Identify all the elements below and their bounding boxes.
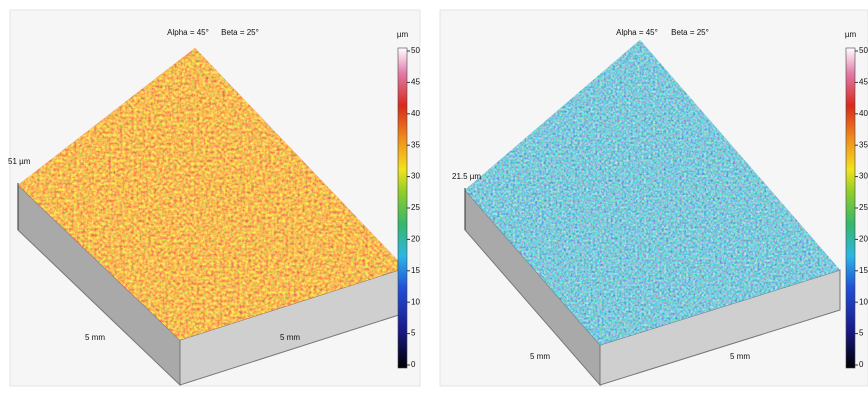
colorbar-tick-label: 20 — [859, 235, 868, 244]
height-label: 21.5 µm — [452, 172, 481, 181]
colorbar-tick-label: 40 — [411, 109, 420, 118]
x-size-label: 5 mm — [85, 333, 105, 342]
colorbar-tick-label: 40 — [859, 109, 868, 118]
y-size-label: 5 mm — [280, 333, 300, 342]
colorbar-tick-label: 45 — [859, 78, 868, 87]
surface-texture — [18, 48, 405, 340]
colorbar-tick-label: 10 — [859, 297, 868, 306]
colorbar-tick-label: 0 — [411, 360, 416, 369]
colorbar-tick-label: 30 — [859, 172, 868, 181]
colorbar-unit: µm — [397, 30, 409, 39]
colorbar — [845, 47, 856, 369]
colorbar-tick-label: 35 — [859, 140, 868, 149]
colorbar-tick-label: 5 — [411, 329, 416, 338]
colorbar-tick-label: 25 — [411, 203, 420, 212]
colorbar-tick-label: 30 — [411, 172, 420, 181]
colorbar-tick-label: 15 — [859, 266, 868, 275]
alpha-label: Alpha = 45° — [167, 28, 209, 37]
y-size-label: 5 mm — [730, 352, 750, 361]
colorbar-tick-label: 45 — [411, 78, 420, 87]
colorbar-tick-label: 5 — [859, 329, 864, 338]
colorbar — [397, 47, 408, 369]
colorbar-tick-label: 10 — [411, 297, 420, 306]
colorbar-tick-label: 50 — [411, 46, 420, 55]
alpha-label: Alpha = 45° — [616, 28, 658, 37]
colorbar-tick-label: 0 — [859, 360, 864, 369]
colorbar-unit: µm — [845, 30, 857, 39]
x-size-label: 5 mm — [530, 352, 550, 361]
colorbar-tick-label: 25 — [859, 203, 868, 212]
colorbar-tick-label: 35 — [411, 140, 420, 149]
colorbar-tick-label: 20 — [411, 235, 420, 244]
height-label: 51 µm — [8, 157, 31, 166]
colorbar-tick-label: 15 — [411, 266, 420, 275]
colorbar-tick-label: 50 — [859, 46, 868, 55]
beta-label: Beta = 25° — [671, 28, 709, 37]
surface-texture — [465, 40, 840, 345]
beta-label: Beta = 25° — [221, 28, 259, 37]
